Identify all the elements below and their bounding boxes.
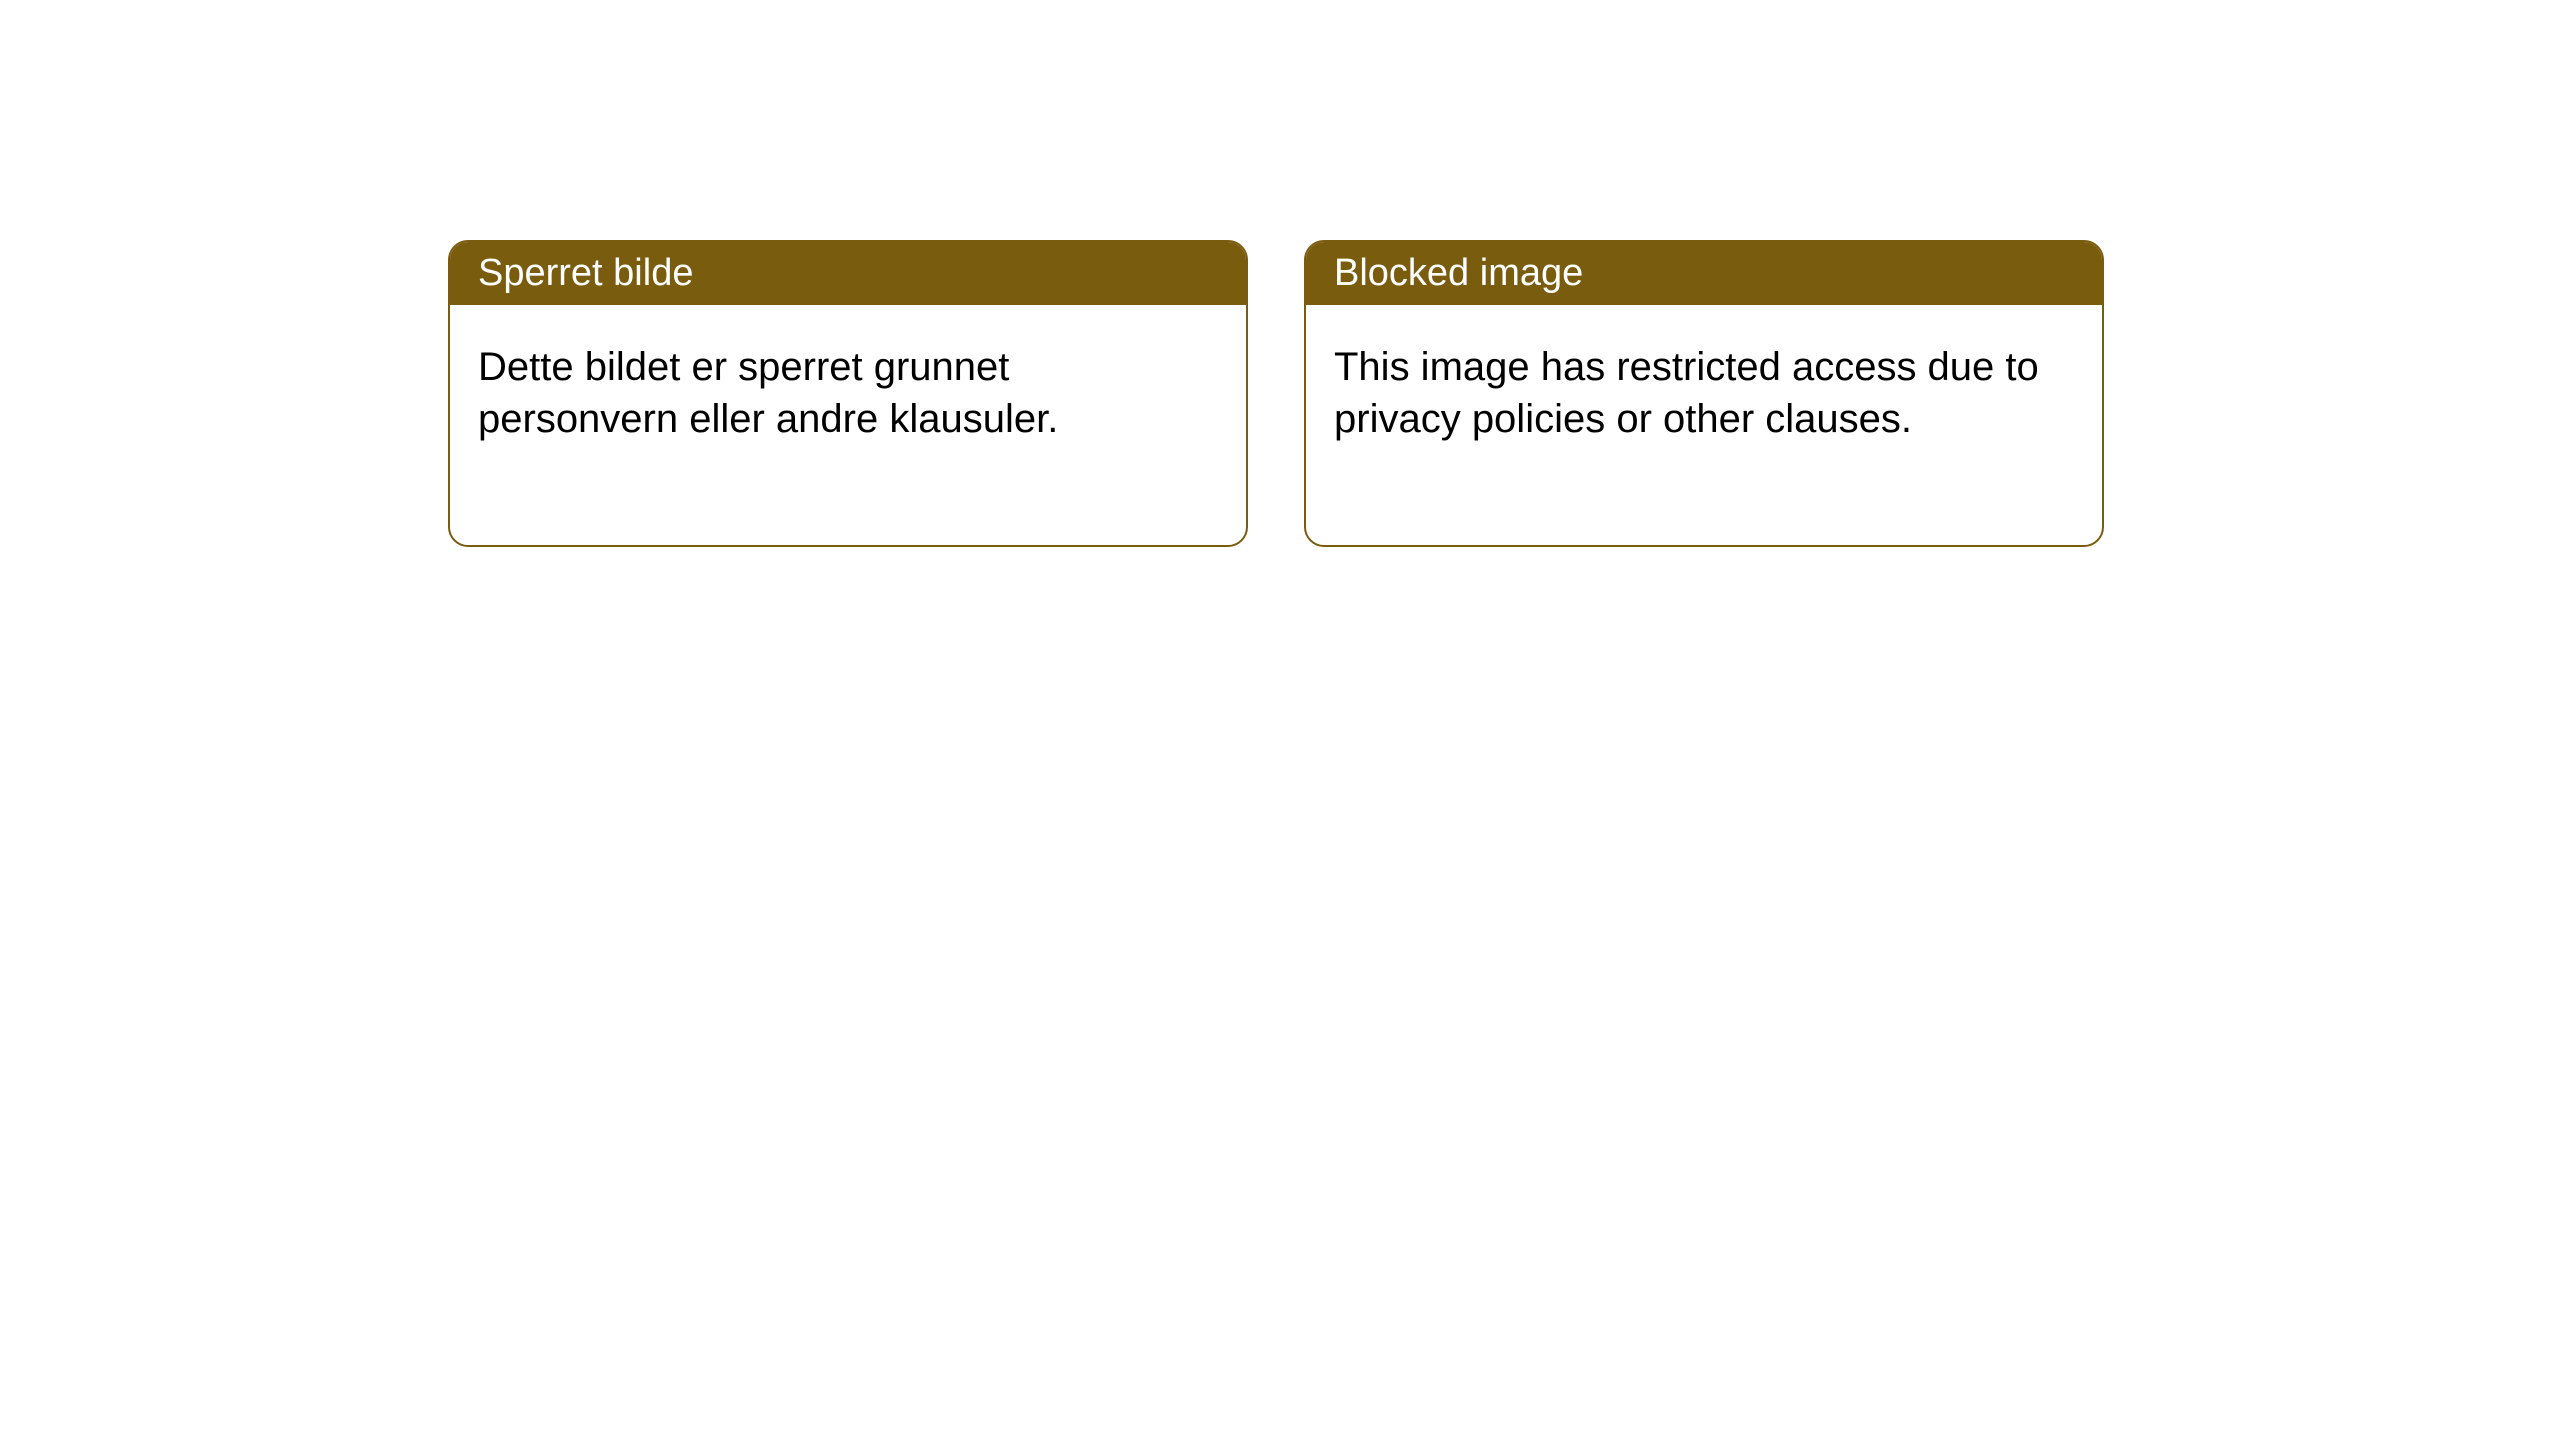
card-body-text: Dette bildet er sperret grunnet personve…: [478, 345, 1058, 441]
notice-cards-container: Sperret bilde Dette bildet er sperret gr…: [448, 240, 2560, 547]
card-body-text: This image has restricted access due to …: [1334, 345, 2039, 441]
card-title: Sperret bilde: [478, 252, 693, 294]
card-header: Blocked image: [1306, 242, 2102, 305]
notice-card-english: Blocked image This image has restricted …: [1304, 240, 2104, 547]
card-body: Dette bildet er sperret grunnet personve…: [450, 305, 1246, 545]
card-body: This image has restricted access due to …: [1306, 305, 2102, 545]
card-header: Sperret bilde: [450, 242, 1246, 305]
card-title: Blocked image: [1334, 252, 1583, 294]
notice-card-norwegian: Sperret bilde Dette bildet er sperret gr…: [448, 240, 1248, 547]
